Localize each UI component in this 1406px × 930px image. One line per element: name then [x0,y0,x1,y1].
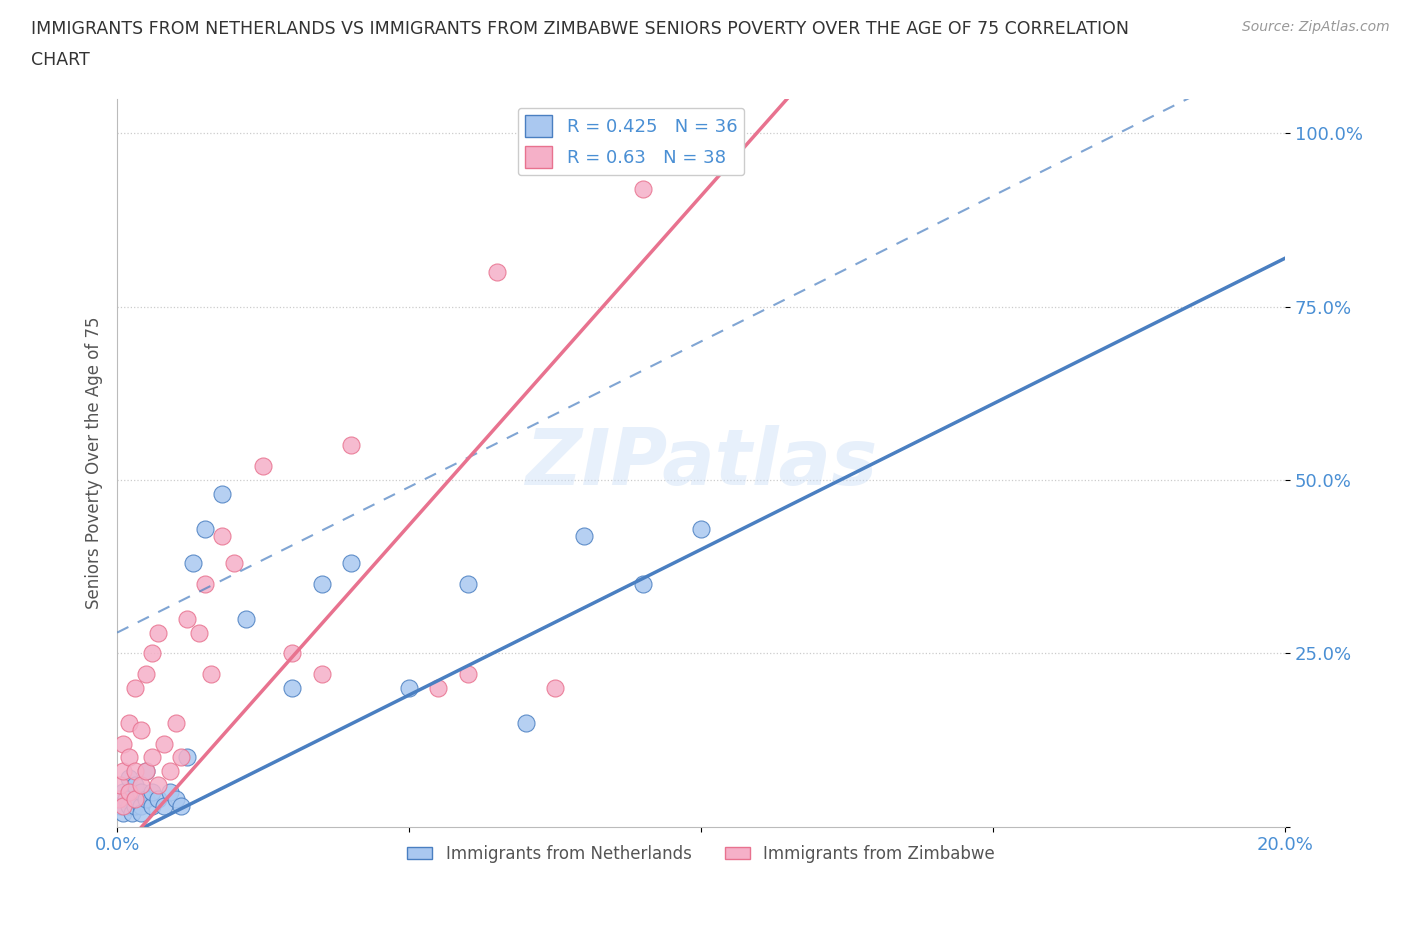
Point [108,777,131,792]
Point [118,785,141,800]
Point [194,521,217,536]
Point [146,625,169,640]
Point [235,611,257,626]
Point [124,799,146,814]
Point [124,791,146,806]
Point [222,556,245,571]
Point [311,667,333,682]
Point [427,681,450,696]
Point [631,181,654,196]
Point [112,764,135,778]
Point [129,723,152,737]
Point [153,799,176,814]
Point [485,265,508,280]
Point [135,667,157,682]
Text: IMMIGRANTS FROM NETHERLANDS VS IMMIGRANTS FROM ZIMBABWE SENIORS POVERTY OVER THE: IMMIGRANTS FROM NETHERLANDS VS IMMIGRANT… [31,20,1129,38]
Point [281,646,304,661]
Point [457,577,479,591]
Point [194,577,217,591]
Point [457,667,479,682]
Point [170,750,193,764]
Point [115,791,138,806]
Point [252,458,274,473]
Point [181,556,204,571]
Text: ZIPatlas: ZIPatlas [524,425,877,500]
Point [165,715,187,730]
Point [112,799,135,814]
Point [631,577,654,591]
Point [112,805,135,820]
Point [159,764,181,778]
Point [176,750,198,764]
Point [118,771,141,786]
Text: CHART: CHART [31,51,90,69]
Point [135,764,157,778]
Point [574,528,596,543]
Point [112,736,135,751]
Point [124,681,146,696]
Point [176,611,198,626]
Point [129,777,152,792]
Point [170,799,193,814]
Point [135,791,157,806]
Point [690,521,713,536]
Point [129,785,152,800]
Point [124,777,146,792]
Point [339,438,361,453]
Point [141,750,163,764]
Point [108,791,131,806]
Point [141,646,163,661]
Point [211,486,233,501]
Point [211,528,233,543]
Point [146,777,169,792]
Point [200,667,222,682]
Point [153,736,176,751]
Point [398,681,420,696]
Point [112,785,135,800]
Point [118,799,141,814]
Point [544,681,567,696]
Point [108,799,131,814]
Point [124,764,146,778]
Point [311,577,333,591]
Point [141,799,163,814]
Legend: Immigrants from Netherlands, Immigrants from Zimbabwe: Immigrants from Netherlands, Immigrants … [401,838,1001,870]
Point [129,805,152,820]
Y-axis label: Seniors Poverty Over the Age of 75: Seniors Poverty Over the Age of 75 [86,316,103,609]
Point [281,681,304,696]
Point [141,785,163,800]
Point [187,625,209,640]
Point [159,785,181,800]
Point [124,791,146,806]
Point [339,556,361,571]
Point [515,715,537,730]
Point [135,764,157,778]
Point [121,805,143,820]
Point [146,791,169,806]
Point [129,799,152,814]
Point [118,715,141,730]
Point [165,791,187,806]
Text: Source: ZipAtlas.com: Source: ZipAtlas.com [1241,20,1389,34]
Point [118,750,141,764]
